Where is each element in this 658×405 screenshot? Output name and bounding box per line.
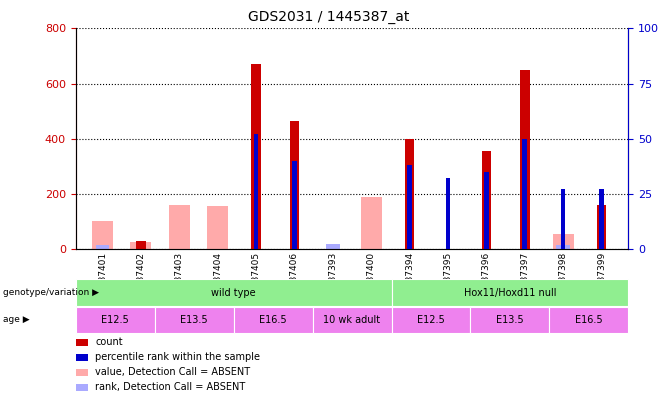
Bar xyxy=(597,205,606,249)
Bar xyxy=(168,205,190,249)
Text: wild type: wild type xyxy=(211,288,256,298)
Bar xyxy=(484,172,489,249)
Text: GDS2031 / 1445387_at: GDS2031 / 1445387_at xyxy=(248,10,410,24)
Bar xyxy=(482,151,491,249)
Text: 10 wk adult: 10 wk adult xyxy=(324,315,380,325)
Bar xyxy=(326,243,340,249)
Text: E13.5: E13.5 xyxy=(496,315,524,325)
Bar xyxy=(557,245,570,249)
Text: E16.5: E16.5 xyxy=(259,315,287,325)
Bar xyxy=(445,179,450,249)
Text: Hox11/Hoxd11 null: Hox11/Hoxd11 null xyxy=(464,288,556,298)
Text: genotype/variation ▶: genotype/variation ▶ xyxy=(3,288,99,297)
Bar xyxy=(251,64,261,249)
Text: count: count xyxy=(95,337,123,347)
Text: E13.5: E13.5 xyxy=(180,315,208,325)
Text: rank, Detection Call = ABSENT: rank, Detection Call = ABSENT xyxy=(95,382,245,392)
Bar xyxy=(520,70,530,249)
Bar xyxy=(522,139,527,249)
Bar xyxy=(96,245,109,249)
Text: E12.5: E12.5 xyxy=(101,315,129,325)
Bar xyxy=(407,165,412,249)
Bar xyxy=(254,134,259,249)
Text: age ▶: age ▶ xyxy=(3,315,30,324)
Bar xyxy=(136,241,145,249)
Bar xyxy=(292,161,297,249)
Bar xyxy=(130,242,151,249)
Text: E12.5: E12.5 xyxy=(417,315,445,325)
Bar xyxy=(405,139,415,249)
Text: value, Detection Call = ABSENT: value, Detection Call = ABSENT xyxy=(95,367,251,377)
Bar xyxy=(207,206,228,249)
Bar xyxy=(290,121,299,249)
Bar xyxy=(561,190,565,249)
Text: percentile rank within the sample: percentile rank within the sample xyxy=(95,352,261,362)
Text: E16.5: E16.5 xyxy=(575,315,603,325)
Bar xyxy=(361,197,382,249)
Bar xyxy=(553,234,574,249)
Bar xyxy=(92,222,113,249)
Bar xyxy=(599,190,604,249)
